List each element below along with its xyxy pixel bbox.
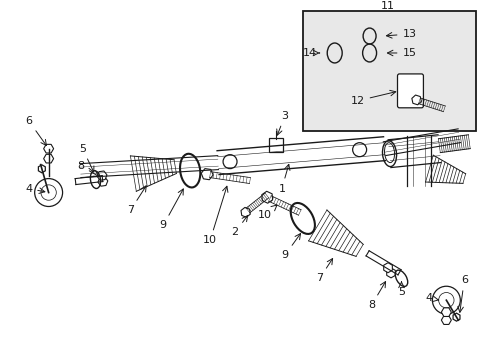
Ellipse shape [384,143,394,163]
Polygon shape [43,144,54,153]
Text: 15: 15 [386,48,416,58]
Text: 10: 10 [203,186,227,246]
Text: 12: 12 [350,90,395,106]
Polygon shape [39,165,45,173]
Text: 7: 7 [316,258,332,283]
FancyBboxPatch shape [397,74,423,108]
Polygon shape [386,268,394,278]
Text: 6: 6 [25,116,46,145]
Text: 9: 9 [281,234,300,260]
Text: 10: 10 [257,205,276,220]
Text: 1: 1 [278,165,289,194]
Text: 13: 13 [386,29,416,39]
FancyBboxPatch shape [302,11,475,131]
Polygon shape [43,154,54,163]
Polygon shape [98,177,107,186]
Text: 11: 11 [380,1,394,11]
Polygon shape [201,168,213,180]
Polygon shape [452,313,459,321]
Polygon shape [383,263,391,273]
Circle shape [223,155,237,168]
Text: 2: 2 [231,216,247,237]
Text: 4: 4 [425,293,438,303]
Text: 8: 8 [77,161,99,177]
Text: 6: 6 [457,275,467,312]
Ellipse shape [382,141,396,167]
Polygon shape [441,308,450,316]
Text: 14: 14 [302,48,319,58]
Polygon shape [261,191,272,203]
FancyBboxPatch shape [268,138,282,152]
Text: 5: 5 [79,144,94,172]
Text: 8: 8 [367,282,385,310]
Polygon shape [441,316,450,324]
Polygon shape [241,207,250,217]
Polygon shape [411,95,421,105]
Circle shape [352,143,366,157]
Text: 3: 3 [276,111,288,135]
Text: 5: 5 [397,282,404,297]
Text: 7: 7 [126,186,146,216]
Polygon shape [97,171,107,180]
Text: 9: 9 [160,189,183,230]
Text: 4: 4 [25,184,45,194]
